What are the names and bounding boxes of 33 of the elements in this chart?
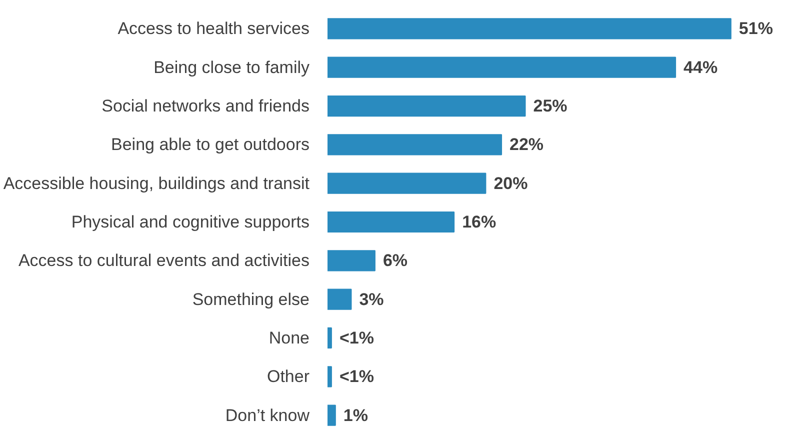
bar [328, 18, 732, 40]
data-label: 16% [462, 212, 496, 232]
y-tick-label: Don’t know [225, 406, 310, 425]
bar [328, 211, 455, 233]
bar [328, 327, 332, 349]
data-label: <1% [339, 367, 374, 386]
y-tick-label: Social networks and friends [102, 96, 310, 116]
bar [328, 95, 526, 117]
bar [328, 288, 352, 310]
data-label: <1% [339, 328, 374, 348]
y-tick-label: Access to cultural events and activities [18, 251, 310, 270]
bar [328, 172, 486, 194]
bar [328, 56, 676, 78]
bar [328, 250, 376, 272]
data-label: 3% [359, 290, 384, 309]
y-tick-label: Accessible housing, buildings and transit [3, 174, 310, 193]
data-label: 25% [533, 96, 568, 116]
data-label: 1% [343, 406, 368, 425]
data-label: 6% [382, 251, 408, 270]
y-tick-label: Something else [192, 290, 310, 309]
data-label: 44% [684, 58, 718, 77]
y-tick-label: Being able to get outdoors [111, 135, 310, 154]
y-tick-label: Physical and cognitive supports [71, 212, 310, 232]
y-tick-label: Other [266, 367, 310, 386]
data-label: 20% [494, 174, 528, 193]
y-tick-label: Access to health services [118, 19, 310, 38]
y-tick-label: None [268, 328, 310, 348]
y-tick-label: Being close to family [154, 58, 310, 77]
data-label: 51% [738, 19, 773, 38]
data-label: 22% [510, 135, 544, 154]
bar [328, 404, 336, 426]
bar [328, 366, 332, 388]
bar [328, 134, 502, 156]
